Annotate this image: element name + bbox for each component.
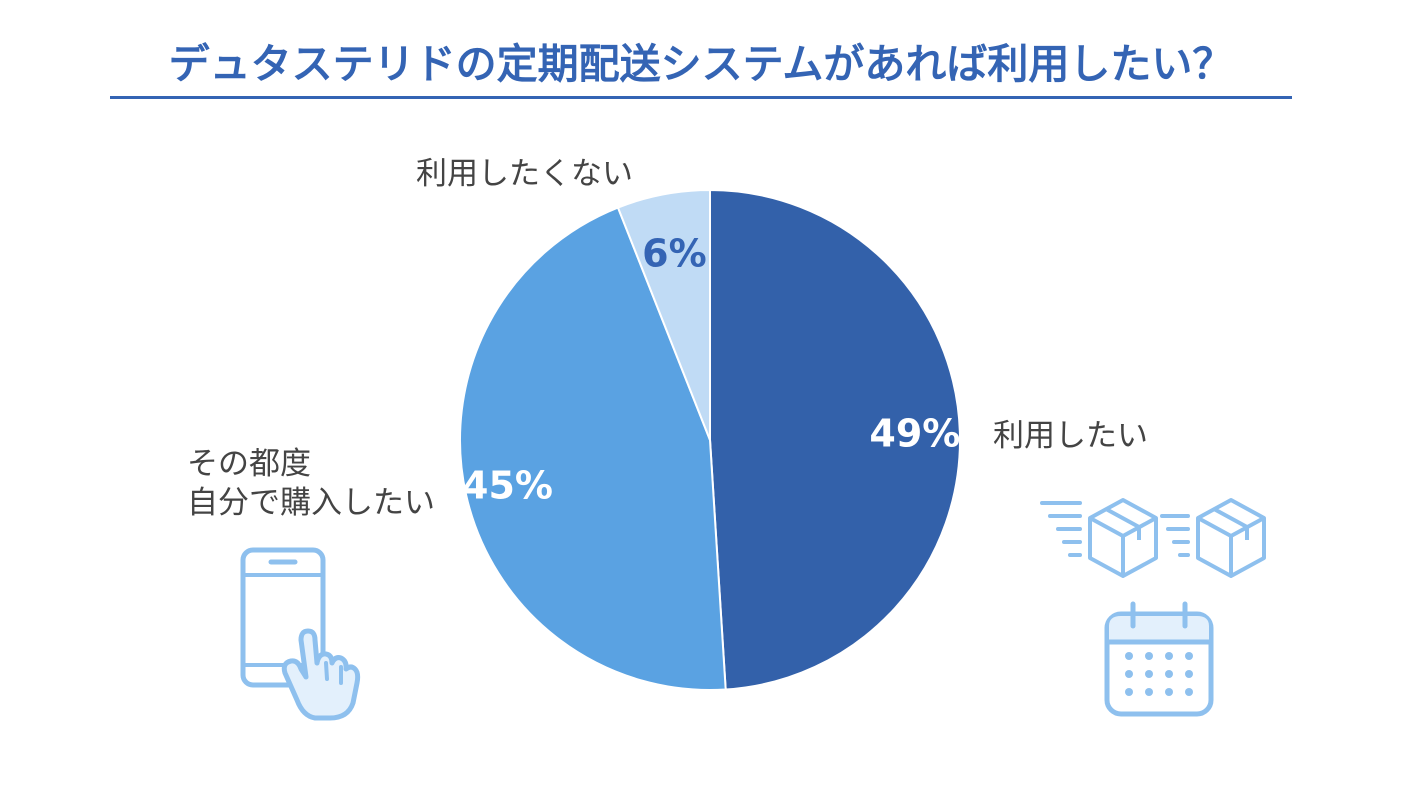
value-label-not-want: 6% — [642, 231, 707, 275]
title-underline — [110, 96, 1292, 99]
delivery-boxes-icon — [1040, 498, 1266, 578]
smartphone-tap-icon — [240, 547, 361, 721]
calendar-icon — [1104, 601, 1214, 717]
slice-self-purchase — [459, 206, 727, 691]
slice-want — [709, 188, 962, 691]
pie-slices — [459, 188, 962, 691]
chart-title: デュタステリドの定期配送システムがあれば利用したい？ — [168, 40, 1234, 88]
slice-not-want — [616, 188, 711, 441]
pie-value-labels: 49% 45% 6% — [462, 231, 960, 507]
value-label-want: 49% — [869, 412, 960, 456]
label-self-line2: 自分で購入したい — [187, 485, 435, 521]
label-want: 利用したい — [993, 418, 1148, 454]
label-self-line1: その都度 — [187, 446, 311, 482]
label-not: 利用したくない — [416, 156, 633, 192]
value-label-self-purchase: 45% — [462, 463, 553, 507]
